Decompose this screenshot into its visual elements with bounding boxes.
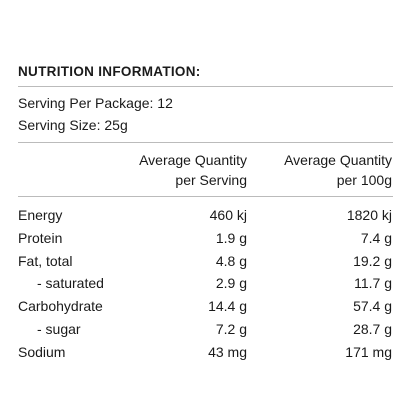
per-100g-value: 171 mg bbox=[345, 343, 392, 360]
nutrient-label: Sodium bbox=[18, 343, 66, 360]
per-serving-value: 7.2 g bbox=[215, 321, 247, 337]
nutrient-label: Fat, total bbox=[18, 252, 73, 269]
per-100g-value: 11.7 g bbox=[354, 275, 392, 292]
column-header: per Serving bbox=[175, 172, 247, 188]
divider bbox=[18, 142, 393, 143]
per-100g-value: 57.4 g bbox=[353, 298, 392, 315]
per-serving-value: 4.8 g bbox=[215, 252, 247, 269]
per-serving-value: 460 kj bbox=[209, 207, 247, 223]
label-title: NUTRITION INFORMATION: bbox=[18, 64, 201, 79]
nutrient-label: - sugar bbox=[37, 321, 81, 337]
per-serving-value: 43 mg bbox=[208, 343, 247, 360]
per-100g-value: 7.4 g bbox=[360, 229, 392, 246]
per-serving-value: 1.9 g bbox=[215, 229, 247, 246]
nutrient-label: - saturated bbox=[37, 275, 104, 292]
divider bbox=[18, 196, 393, 197]
nutrient-label: Carbohydrate bbox=[18, 298, 103, 315]
per-serving-value: 14.4 g bbox=[208, 298, 247, 315]
per-serving-value: 2.9 g bbox=[215, 275, 247, 292]
per-100g-value: 1820 kj bbox=[346, 207, 392, 223]
serving-size: Serving Size: 25g bbox=[18, 117, 128, 133]
per-100g-value: 28.7 g bbox=[353, 321, 392, 337]
column-header: per 100g bbox=[336, 172, 392, 188]
column-header: Average Quantity bbox=[139, 152, 247, 168]
nutrient-label: Energy bbox=[18, 207, 63, 223]
per-100g-value: 19.2 g bbox=[353, 252, 392, 269]
divider bbox=[18, 86, 393, 87]
serving-per-package: Serving Per Package: 12 bbox=[18, 95, 173, 111]
column-header: Average Quantity bbox=[284, 152, 392, 168]
nutrient-label: Protein bbox=[18, 229, 63, 246]
